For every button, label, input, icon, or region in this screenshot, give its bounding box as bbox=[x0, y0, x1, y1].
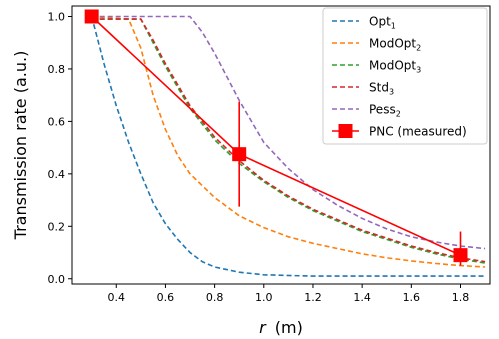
series-line-2 bbox=[91, 18, 486, 264]
x-tick-label: 1.2 bbox=[304, 291, 322, 304]
measured-point-marker bbox=[84, 9, 99, 24]
y-tick-label: 0.0 bbox=[48, 273, 66, 286]
legend-label: ModOpt bbox=[369, 59, 416, 73]
x-tick-label: 0.8 bbox=[206, 291, 224, 304]
legend-entry-1: ModOpt2 bbox=[369, 37, 421, 53]
legend-subscript: 2 bbox=[416, 44, 421, 53]
y-tick-label: 0.6 bbox=[48, 115, 66, 128]
series-line-4 bbox=[91, 15, 486, 250]
plot-markers bbox=[84, 9, 468, 266]
y-tick-label: 0.8 bbox=[48, 63, 66, 76]
series-line-0 bbox=[90, 16, 486, 277]
series-line-1 bbox=[91, 15, 486, 268]
legend-subscript: 3 bbox=[416, 66, 421, 75]
y-axis-label: Transmission rate (a.u.) bbox=[11, 51, 30, 241]
legend-box bbox=[322, 7, 488, 145]
legend-label: Pess bbox=[369, 103, 396, 117]
y-tick-label: 0.4 bbox=[48, 168, 66, 181]
legend-entry-0: Opt1 bbox=[369, 15, 396, 31]
y-tick-label: 0.2 bbox=[48, 220, 66, 233]
x-tick-label: 1.8 bbox=[452, 291, 470, 304]
legend-entry-2: ModOpt3 bbox=[369, 59, 421, 75]
x-axis-label: r (m) bbox=[259, 318, 303, 337]
measured-point-marker bbox=[232, 147, 247, 162]
x-tick-label: 0.4 bbox=[108, 291, 126, 304]
x-axis-variable: r bbox=[259, 318, 267, 337]
legend-subscript: 1 bbox=[391, 22, 396, 31]
plot-lines bbox=[90, 15, 486, 277]
plot-frame bbox=[71, 5, 491, 285]
y-axis-ticks: 0.0 0.2 0.4 0.6 0.8 1.0 bbox=[48, 10, 72, 286]
legend-label: Std bbox=[369, 81, 389, 95]
legend-subscript: 2 bbox=[396, 110, 401, 119]
x-tick-label: 1.4 bbox=[353, 291, 371, 304]
legend-entry-5: PNC (measured) bbox=[369, 125, 467, 139]
x-tick-label: 1.0 bbox=[255, 291, 273, 304]
legend-label: PNC (measured) bbox=[369, 125, 467, 139]
x-tick-label: 1.6 bbox=[403, 291, 421, 304]
legend-label: Opt bbox=[369, 15, 391, 29]
x-axis-ticks: 0.4 0.6 0.8 1.0 1.2 1.4 1.6 1.8 bbox=[108, 284, 470, 304]
x-axis-unit: (m) bbox=[275, 318, 303, 337]
y-tick-label: 1.0 bbox=[48, 10, 66, 23]
series-line-3 bbox=[91, 18, 486, 263]
x-tick-label: 0.6 bbox=[157, 291, 175, 304]
legend-subscript: 3 bbox=[389, 88, 394, 97]
legend-marker bbox=[338, 124, 353, 138]
measured-point-marker bbox=[453, 248, 468, 263]
legend-entry-3: Std3 bbox=[369, 81, 394, 97]
legend-label: ModOpt bbox=[369, 37, 416, 51]
legend-entry-4: Pess2 bbox=[369, 103, 401, 119]
